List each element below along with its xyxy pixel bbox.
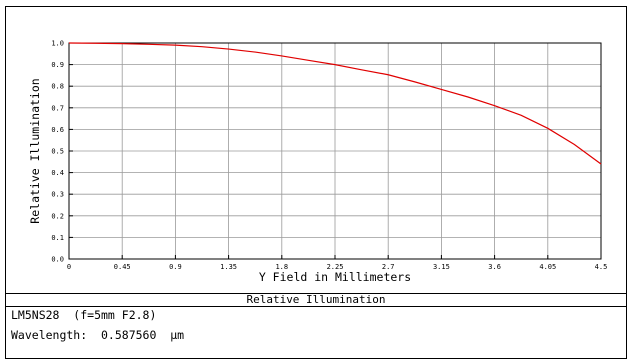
lens-description: LM5NS28 (f=5mm F2.8)	[11, 308, 157, 322]
x-tick-label: 3.15	[433, 263, 450, 271]
y-tick-label: 0.0	[51, 256, 64, 264]
y-tick-label: 0.6	[51, 126, 64, 134]
relative-illumination-line	[68, 42, 602, 165]
x-tick-label: 2.25	[327, 263, 344, 271]
x-tick-label: 0.45	[114, 263, 131, 271]
x-tick-label: 0	[67, 263, 71, 271]
y-tick-label: 0.2	[51, 212, 64, 220]
y-axis-label: Relative Illumination	[28, 78, 42, 223]
figure-window: 0 0.45 0.9 1.35 1.8 2.25 2.7 3.15 3.6 4.05 4.5 0.0 0…	[5, 6, 627, 359]
chart-title: Relative Illumination	[6, 293, 626, 307]
y-tick-label: 0.9	[51, 61, 64, 69]
y-tick-label: 0.8	[51, 83, 64, 91]
x-tick-label: 3.6	[488, 263, 501, 271]
x-axis-label: Y Field in Millimeters	[259, 270, 411, 284]
y-tick-label: 1.0	[51, 40, 64, 48]
y-tick-label: 0.3	[51, 191, 64, 199]
x-tick-label: 0.9	[169, 263, 182, 271]
y-tick-label: 0.7	[51, 104, 64, 112]
x-tick-label: 2.7	[382, 263, 395, 271]
wavelength-text: Wavelength: 0.587560 µm	[11, 328, 185, 342]
y-tick-label: 0.4	[51, 169, 64, 177]
x-tick-label: 1.8	[275, 263, 288, 271]
x-tick-label: 4.05	[539, 263, 556, 271]
y-tick-label: 0.1	[51, 234, 64, 242]
x-tick-label: 4.5	[595, 263, 608, 271]
relative-illumination-chart: 0 0.45 0.9 1.35 1.8 2.25 2.7 3.15 3.6 4.05 4.5 0.0 0…	[28, 40, 608, 285]
x-tick-label: 1.35	[220, 263, 237, 271]
y-tick-label: 0.5	[51, 148, 64, 156]
plot-region: 0 0.45 0.9 1.35 1.8 2.25 2.7 3.15 3.6 4.05 4.5 0.0 0…	[6, 7, 626, 293]
